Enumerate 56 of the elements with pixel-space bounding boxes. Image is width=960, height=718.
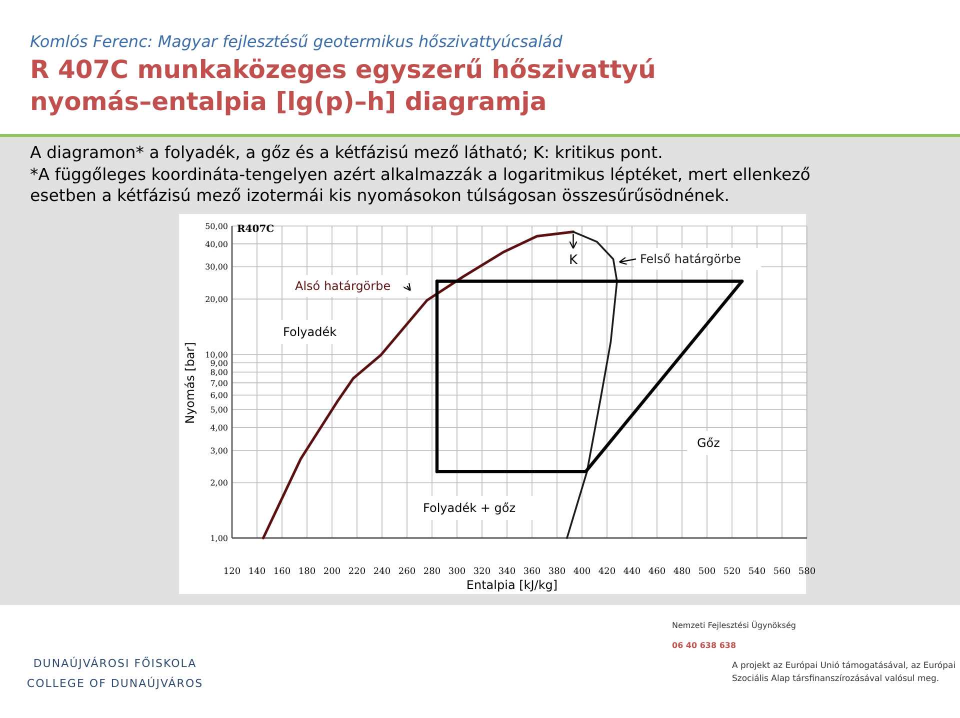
y-tick-label: 8,00 [210, 368, 228, 378]
x-tick-label: 440 [623, 567, 641, 577]
x-tick-label: 460 [648, 567, 666, 577]
x-tick-label: 540 [748, 567, 766, 577]
x-tick-label: 520 [723, 567, 741, 577]
text: Nemzeti Fejlesztési Ügynökség [672, 620, 796, 630]
chart-subtitle: Komlós Ferenc: Magyar fejlesztésű geotermikus hőszivattyúcsalád [30, 32, 564, 51]
x-tick-label: 120 [223, 567, 241, 577]
y-tick-label: 10,00 [205, 350, 228, 360]
text: A diagramon* a folyadék, a gőz és a kétfázisú mező látható; K: kritikus pont. [30, 143, 663, 162]
x-tick-label: 220 [348, 567, 366, 577]
y-tick-label: 2,00 [210, 478, 228, 488]
text: 06 40 638 638 [672, 641, 736, 650]
x-tick-label: 360 [523, 567, 541, 577]
x-tick-label: 240 [373, 567, 391, 577]
y-tick-label: 30,00 [205, 262, 228, 272]
y-tick-label: 5,00 [210, 406, 228, 415]
annotation: Gőz [697, 436, 720, 450]
x-tick-label: 560 [773, 567, 791, 577]
y-tick-label: 3,00 [210, 446, 228, 456]
x-axis-title: Entalpia [kJ/kg] [466, 578, 558, 592]
y-axis-title: Nyomás [bar] [183, 342, 197, 424]
y-tick-label: 4,00 [210, 423, 228, 432]
x-tick-label: 280 [423, 567, 441, 577]
x-tick-label: 300 [448, 567, 466, 577]
x-tick-label: 260 [398, 567, 416, 577]
annotation: Folyadék + gőz [423, 501, 516, 515]
text: DUNAÚJVÁROSI FŐISKOLA [33, 656, 197, 670]
annotation: Folyadék [283, 325, 337, 339]
x-tick-label: 200 [323, 567, 341, 577]
text: COLLEGE OF DUNAÚJVÁROS [26, 676, 204, 690]
y-tick-label: 1,00 [210, 534, 228, 543]
annotation: K [568, 252, 578, 268]
x-tick-label: 180 [298, 567, 316, 577]
x-tick-label: 160 [273, 567, 291, 577]
y-tick-label: 50,00 [205, 222, 228, 231]
text: *A függőleges koordináta-tengelyen azért alkalmazzák a logaritmikus léptéket, mert ellenkező esetben a kétfázisú mező izotermái kis nyomásokon túlságosan összesűrűsödnének. [30, 165, 810, 205]
x-tick-label: 420 [598, 567, 616, 577]
x-tick-label: 580 [798, 567, 816, 577]
y-tick-label: 20,00 [205, 295, 228, 304]
x-tick-label: 500 [698, 567, 716, 577]
x-tick-label: 400 [573, 567, 591, 577]
y-tick-label: 40,00 [205, 240, 228, 249]
annotation: R407C [237, 224, 274, 235]
x-tick-label: 320 [473, 567, 491, 577]
text: A projekt az Európai Unió támogatásával, az Európai Szociális Alap társfinanszírozásával valósul meg. [732, 661, 956, 684]
chart-title: R 407C munkaközeges egyszerű hőszivattyú nyomás–entalpia [lg(p)–h] diagramja [30, 55, 656, 116]
text: Alsó határgörbe [295, 279, 391, 293]
x-tick-label: 140 [248, 567, 266, 577]
y-tick-label: 9,00 [210, 358, 228, 368]
y-tick-label: 6,00 [210, 391, 228, 400]
x-tick-label: 380 [548, 567, 566, 577]
x-tick-label: 340 [498, 567, 516, 577]
text: Felső határgörbe [640, 252, 742, 266]
y-tick-label: 7,00 [210, 378, 228, 388]
x-tick-label: 480 [673, 567, 691, 577]
